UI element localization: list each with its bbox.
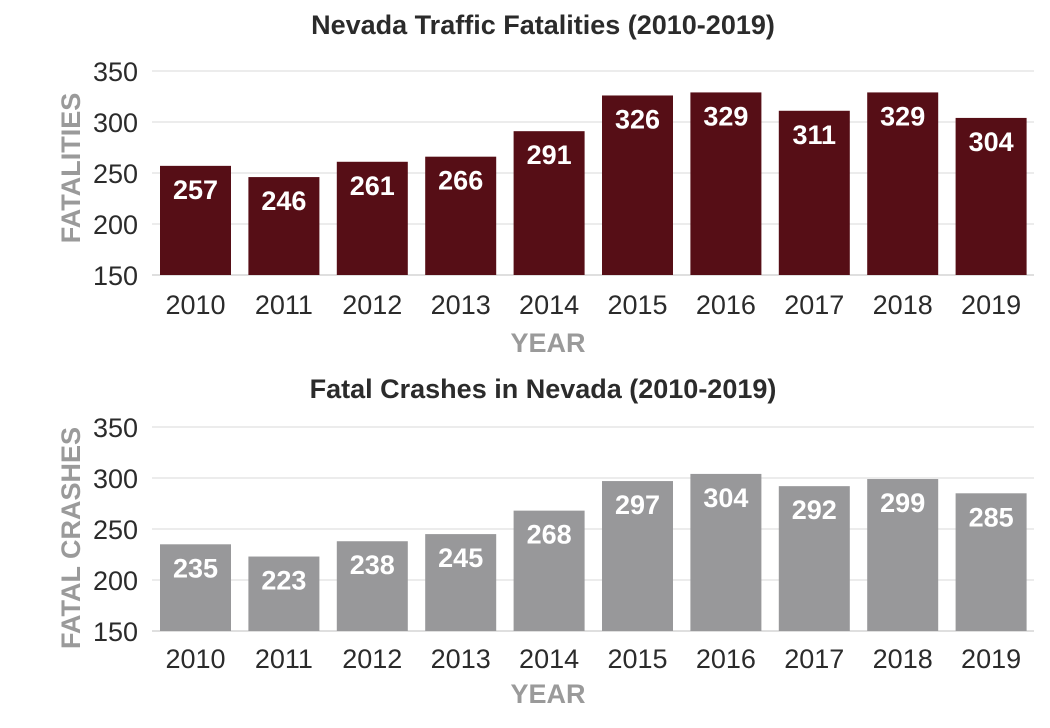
x-tick-label: 2011 — [255, 290, 313, 320]
bar — [160, 544, 231, 631]
x-tick-label: 2010 — [165, 644, 225, 674]
y-tick-label: 200 — [93, 210, 138, 240]
x-tick-label: 2018 — [873, 290, 933, 320]
bar-value-label: 297 — [615, 490, 660, 520]
x-tick-label: 2013 — [431, 644, 491, 674]
x-tick-label: 2012 — [342, 644, 402, 674]
bar — [778, 110, 850, 275]
y-tick-label: 300 — [93, 464, 138, 494]
x-tick-label: 2015 — [607, 644, 667, 674]
bars: 235 223 238 245 268 297 304 292 299 285 — [160, 473, 1027, 631]
bar-value-label: 223 — [261, 566, 306, 596]
bar — [513, 510, 585, 631]
x-axis-ticks: 2010 2011 2012 2013 2014 2015 2016 2017 2018 2019 — [165, 290, 1021, 320]
x-tick-label: 2016 — [696, 290, 756, 320]
y-tick-label: 250 — [93, 515, 138, 545]
fatal-crashes-chart: Fatal Crashes in Nevada (2010-2019) 150 2… — [56, 374, 1034, 709]
bar-value-label: 311 — [793, 120, 837, 150]
bar-value-label: 261 — [350, 171, 395, 201]
bar — [955, 117, 1027, 275]
bar — [867, 479, 939, 631]
x-axis-label: YEAR — [510, 328, 585, 358]
y-axis-ticks: 150 200 250 300 350 — [93, 57, 138, 291]
x-tick-label: 2013 — [431, 290, 491, 320]
bar — [513, 131, 585, 275]
x-tick-label: 2014 — [519, 644, 579, 674]
y-axis-ticks: 150 200 250 300 350 — [93, 413, 138, 647]
x-tick-label: 2012 — [342, 290, 402, 320]
bar-value-label: 329 — [703, 101, 748, 131]
chart-title: Nevada Traffic Fatalities (2010-2019) — [311, 10, 775, 40]
bar-value-label: 329 — [880, 101, 925, 131]
bar — [867, 92, 939, 275]
y-tick-label: 150 — [93, 261, 138, 291]
y-tick-label: 200 — [93, 566, 138, 596]
x-tick-label: 2014 — [519, 290, 579, 320]
bar — [425, 156, 497, 275]
bar — [690, 473, 762, 631]
bar-value-label: 299 — [880, 488, 925, 518]
y-tick-label: 250 — [93, 159, 138, 189]
x-tick-label: 2010 — [165, 290, 225, 320]
x-tick-label: 2016 — [696, 644, 756, 674]
y-axis-label: FATALITIES — [56, 93, 86, 244]
bar — [160, 165, 231, 275]
x-axis-label: YEAR — [510, 679, 585, 709]
y-tick-label: 150 — [93, 617, 138, 647]
bar-value-label: 246 — [261, 186, 306, 216]
x-tick-label: 2015 — [607, 290, 667, 320]
bar — [336, 541, 408, 631]
bar — [778, 486, 850, 631]
bar-value-label: 326 — [615, 104, 660, 134]
x-tick-label: 2017 — [784, 290, 844, 320]
x-tick-label: 2011 — [255, 644, 313, 674]
y-tick-label: 350 — [93, 57, 138, 87]
y-tick-label: 350 — [93, 413, 138, 443]
bar — [248, 177, 320, 275]
x-tick-label: 2018 — [873, 644, 933, 674]
x-tick-label: 2019 — [961, 290, 1021, 320]
bar-value-label: 257 — [173, 175, 218, 205]
bar-value-label: 304 — [969, 127, 1014, 157]
y-axis-label: FATAL CRASHES — [56, 427, 86, 649]
bar — [602, 481, 673, 631]
bar-value-label: 291 — [527, 140, 572, 170]
bar — [425, 534, 497, 631]
bar — [248, 556, 320, 631]
fatalities-chart: Nevada Traffic Fatalities (2010-2019) 15… — [56, 10, 1034, 358]
x-tick-label: 2019 — [961, 644, 1021, 674]
bar — [955, 493, 1027, 631]
bars: 257 246 261 266 291 326 329 311 329 304 — [160, 92, 1027, 275]
bar-value-label: 238 — [350, 550, 395, 580]
bar — [690, 92, 762, 275]
bar-value-label: 235 — [173, 553, 218, 583]
x-tick-label: 2017 — [784, 644, 844, 674]
bar-value-label: 285 — [969, 502, 1014, 532]
bar-value-label: 292 — [792, 495, 837, 525]
bar — [602, 95, 673, 275]
bar — [336, 161, 408, 275]
bar-value-label: 245 — [438, 543, 483, 573]
chart-title: Fatal Crashes in Nevada (2010-2019) — [310, 374, 777, 404]
bar-value-label: 266 — [438, 166, 483, 196]
y-tick-label: 300 — [93, 108, 138, 138]
bar-value-label: 268 — [527, 520, 572, 550]
x-axis-ticks: 2010 2011 2012 2013 2014 2015 2016 2017 2018 2019 — [165, 644, 1021, 674]
bar-value-label: 304 — [703, 483, 748, 513]
